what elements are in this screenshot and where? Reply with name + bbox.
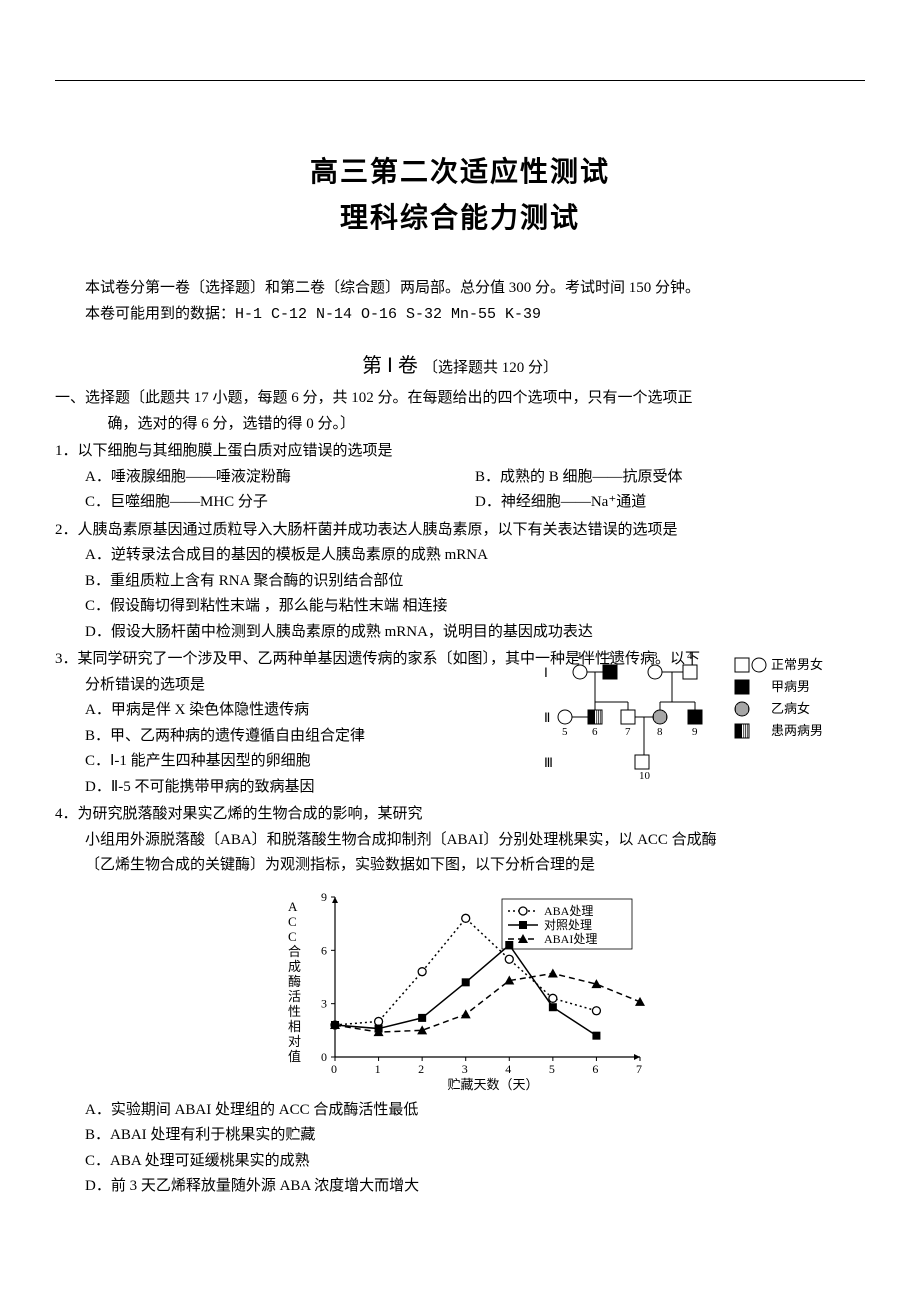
svg-text:0: 0 <box>321 1050 327 1064</box>
q3-option-A: A．甲病是伴 X 染色体隐性遗传病 <box>55 698 525 724</box>
q2-stem: 2．人胰岛素原基因通过质粒导入大肠杆菌并成功表达人胰岛素原，以下有关表达错误的选… <box>55 518 865 544</box>
q2-option-D: D．假设大肠杆菌中检测到人胰岛素原的成熟 mRNA，说明目的基因成功表达 <box>55 620 865 646</box>
svg-text:9: 9 <box>321 890 327 904</box>
svg-text:患两病男: 患两病男 <box>771 723 823 738</box>
q3-option-B: B．甲、乙两种病的遗传遵循自由组合定律 <box>55 724 525 750</box>
svg-text:活: 活 <box>288 989 301 1004</box>
svg-text:合: 合 <box>288 944 301 959</box>
q2-option-A: A．逆转录法合成目的基因的模板是人胰岛素原的成熟 mRNA <box>55 543 865 569</box>
svg-text:10: 10 <box>639 770 651 782</box>
svg-text:甲病男: 甲病男 <box>771 679 810 694</box>
svg-text:2: 2 <box>607 650 613 662</box>
svg-text:成: 成 <box>288 959 301 974</box>
svg-text:正常男女: 正常男女 <box>771 657 823 672</box>
question-2: 2．人胰岛素原基因通过质粒导入大肠杆菌并成功表达人胰岛素原，以下有关表达错误的选… <box>55 518 865 646</box>
question-3: 3．某同学研究了一个涉及甲、乙两种单基因遗传病的家系〔如图〕，其中一种是伴性遗传… <box>55 647 865 800</box>
svg-text:酶: 酶 <box>288 974 301 989</box>
svg-text:3: 3 <box>652 650 658 662</box>
svg-text:8: 8 <box>657 726 663 738</box>
svg-text:2: 2 <box>418 1062 424 1076</box>
svg-text:Ⅲ: Ⅲ <box>544 755 553 770</box>
svg-text:4: 4 <box>505 1062 511 1076</box>
section-1-heading: 第 Ⅰ 卷 〔选择题共 120 分〕 <box>55 349 865 378</box>
svg-text:5: 5 <box>549 1062 555 1076</box>
svg-text:性: 性 <box>288 1004 301 1019</box>
svg-text:对照处理: 对照处理 <box>544 918 592 932</box>
section-1-paren: 〔选择题共 120 分〕 <box>423 360 558 376</box>
section-1-main: 第 Ⅰ 卷 <box>362 355 418 377</box>
q4-body-2: 〔乙烯生物合成的关键酶〕为观测指标，实验数据如下图，以下分析合理的是 <box>55 853 865 879</box>
title-main: 高三第二次适应性测试 <box>55 150 865 190</box>
question-4: 4．为研究脱落酸对果实乙烯的生物合成的影响，某研究 小组用外源脱落酸〔ABA〕和… <box>55 802 865 1200</box>
title-sub: 理科综合能力测试 <box>55 196 865 236</box>
svg-text:C: C <box>288 929 297 944</box>
svg-text:值: 值 <box>288 1049 301 1064</box>
top-header-rule <box>55 80 865 81</box>
svg-text:7: 7 <box>625 726 631 738</box>
svg-text:3: 3 <box>462 1062 468 1076</box>
mc-instructions-1: 一、选择题〔此题共 17 小题，每题 6 分，共 102 分。在每题给出的四个选… <box>55 386 865 412</box>
svg-text:7: 7 <box>636 1062 642 1076</box>
exam-intro: 本试卷分第一卷〔选择题〕和第二卷〔综合题〕两局部。总分值 300 分。考试时间 … <box>55 276 865 302</box>
svg-text:6: 6 <box>592 1062 598 1076</box>
q3-option-C: C．Ⅰ-1 能产生四种基因型的卵细胞 <box>55 749 525 775</box>
svg-text:1: 1 <box>375 1062 381 1076</box>
q1-option-B: B．成熟的 B 细胞——抗原受体 <box>475 465 865 491</box>
svg-text:贮藏天数（天）: 贮藏天数（天） <box>448 1077 539 1092</box>
q3-option-D: D．Ⅱ-5 不可能携带甲病的致病基因 <box>55 775 525 801</box>
svg-text:5: 5 <box>562 726 568 738</box>
svg-text:乙病女: 乙病女 <box>771 701 810 716</box>
acc-chart: 0 1 2 3 4 5 6 7 0 3 6 9 ACC合成酶活性相对值贮藏天数（天） ABA处理对照处理A… <box>270 887 650 1092</box>
q3-stem-2: 分析错误的选项是 <box>55 673 525 699</box>
svg-text:3: 3 <box>321 996 327 1010</box>
svg-text:4: 4 <box>687 650 693 662</box>
svg-text:6: 6 <box>321 943 327 957</box>
svg-text:1: 1 <box>577 650 583 662</box>
q2-option-C: C．假设酶切得到粘性末端 ，那么能与粘性末端 相连接 <box>55 594 865 620</box>
q1-option-C: C．巨噬细胞——MHC 分子 <box>85 490 475 516</box>
q4-option-D: D．前 3 天乙烯释放量随外源 ABA 浓度增大而增大 <box>55 1174 865 1200</box>
mc-instructions-2: 确，选对的得 6 分，选错的得 0 分。〕 <box>55 412 865 438</box>
pedigree-diagram: Ⅰ Ⅱ Ⅲ 1 2 3 4 5 6 7 8 9 10 正常男女甲病男乙病女患两病男 <box>540 647 870 787</box>
q2-option-B: B．重组质粒上含有 RNA 聚合酶的识别结合部位 <box>55 569 865 595</box>
question-1: 1．以下细胞与其细胞膜上蛋白质对应错误的选项是 A．唾液腺细胞——唾液淀粉酶 B… <box>55 439 865 516</box>
svg-text:对: 对 <box>288 1034 301 1049</box>
q1-option-D: D．神经细胞——Na⁺通道 <box>475 490 865 516</box>
svg-text:ABAI处理: ABAI处理 <box>544 932 597 946</box>
svg-text:C: C <box>288 914 297 929</box>
svg-text:0: 0 <box>331 1062 337 1076</box>
svg-text:9: 9 <box>692 726 698 738</box>
svg-text:相: 相 <box>288 1019 301 1034</box>
svg-text:A: A <box>288 899 298 914</box>
q4-stem: 4．为研究脱落酸对果实乙烯的生物合成的影响，某研究 <box>55 802 865 828</box>
q4-option-A: A．实验期间 ABAI 处理组的 ACC 合成酶活性最低 <box>55 1098 865 1124</box>
svg-text:6: 6 <box>592 726 598 738</box>
svg-text:Ⅱ: Ⅱ <box>544 710 550 725</box>
svg-text:ABA处理: ABA处理 <box>544 904 593 918</box>
q4-body-1: 小组用外源脱落酸〔ABA〕和脱落酸生物合成抑制剂〔ABAI〕分别处理桃果实，以 … <box>55 828 865 854</box>
q4-option-B: B．ABAI 处理有利于桃果实的贮藏 <box>55 1123 865 1149</box>
atomic-data: 本卷可能用到的数据：H-1 C-12 N-14 O-16 S-32 Mn-55 … <box>55 302 865 328</box>
q1-option-A: A．唾液腺细胞——唾液淀粉酶 <box>85 465 475 491</box>
q1-stem: 1．以下细胞与其细胞膜上蛋白质对应错误的选项是 <box>55 439 865 465</box>
q4-option-C: C．ABA 处理可延缓桃果实的成熟 <box>55 1149 865 1175</box>
svg-text:Ⅰ: Ⅰ <box>544 665 548 680</box>
